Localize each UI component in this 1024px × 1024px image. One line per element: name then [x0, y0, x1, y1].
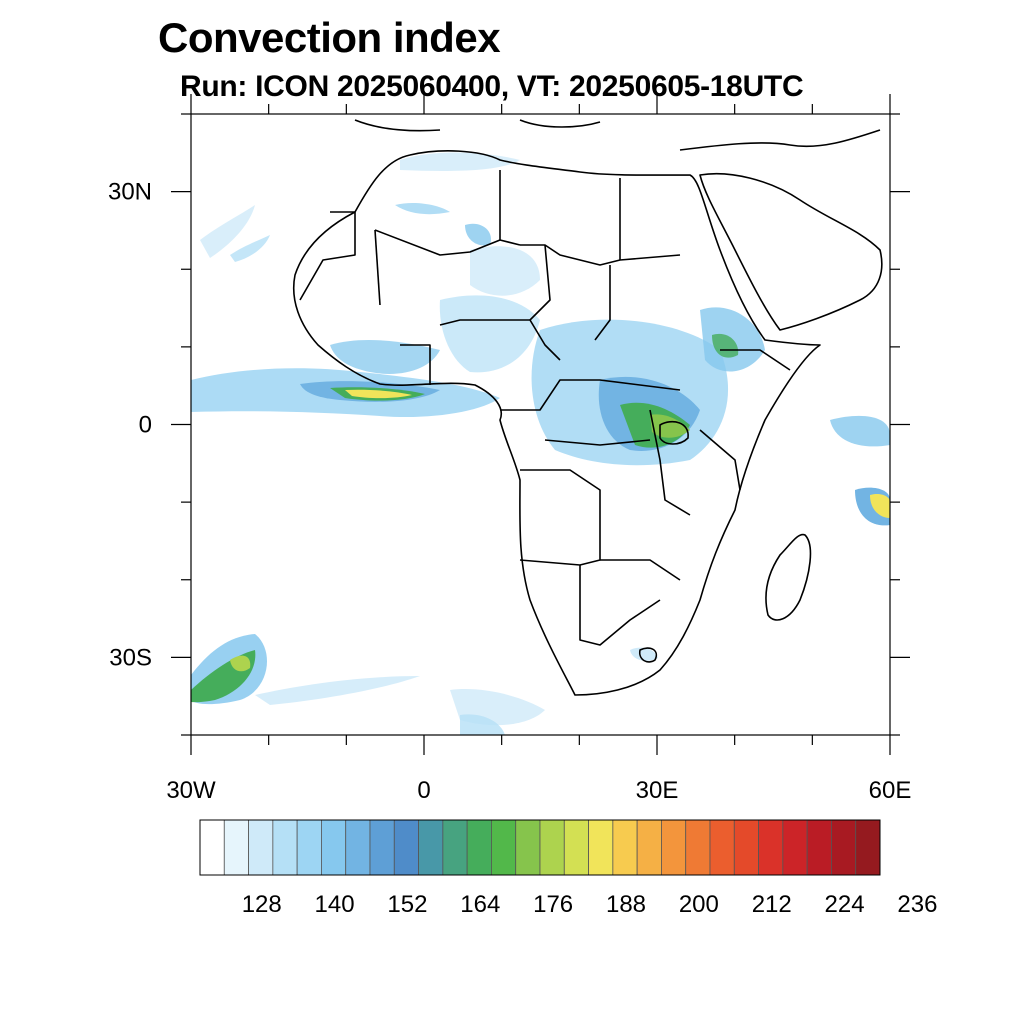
colorbar: 128 140 152 164 176 188 200 212 224 236 — [199, 819, 937, 918]
x-tick-label: 30E — [636, 777, 679, 804]
colorbar-box — [539, 819, 565, 876]
colorbar-box — [661, 819, 687, 876]
colorbar-box — [855, 819, 881, 876]
colorbar-label: 128 — [242, 891, 282, 918]
x-tick-label: 30W — [166, 777, 216, 804]
coastlines — [293, 119, 883, 696]
colorbar-label: 164 — [460, 891, 500, 918]
x-tick-label: 0 — [417, 777, 430, 804]
colorbar-box — [442, 819, 468, 876]
colorbar-label: 188 — [606, 891, 646, 918]
colorbar-frame — [199, 819, 881, 876]
colorbar-box — [782, 819, 808, 876]
x-tick-label: 60E — [869, 777, 912, 804]
colorbar-box — [223, 819, 249, 876]
map-subtitle: Run: ICON 2025060400, VT: 20250605-18UTC — [180, 70, 804, 103]
y-tick-label: 30N — [108, 179, 152, 206]
colorbar-label: 224 — [825, 891, 865, 918]
colorbar-box — [418, 819, 444, 876]
colorbar-box — [588, 819, 614, 876]
colorbar-box — [806, 819, 832, 876]
colorbar-box — [321, 819, 347, 876]
colorbar-box — [345, 819, 371, 876]
axis-ticks: 30W 0 30E 60E 30N 0 30S — [108, 94, 911, 804]
colorbar-label: 236 — [897, 891, 937, 918]
colorbar-box — [199, 819, 225, 876]
colorbar-box — [296, 819, 322, 876]
colorbar-box — [393, 819, 419, 876]
colorbar-box — [636, 819, 662, 876]
colorbar-label: 152 — [387, 891, 427, 918]
map-title: Convection index — [158, 14, 501, 61]
colorbar-box — [272, 819, 298, 876]
colorbar-box — [612, 819, 638, 876]
colorbar-box — [515, 819, 541, 876]
colorbar-box — [685, 819, 711, 876]
colorbar-label: 176 — [533, 891, 573, 918]
colorbar-box — [709, 819, 735, 876]
colorbar-box — [466, 819, 492, 876]
y-tick-label: 0 — [139, 412, 152, 439]
colorbar-box — [248, 819, 274, 876]
colorbar-box — [369, 819, 395, 876]
colorbar-box — [733, 819, 759, 876]
colorbar-label: 200 — [679, 891, 719, 918]
colorbar-label: 212 — [752, 891, 792, 918]
colorbar-box — [758, 819, 784, 876]
y-tick-label: 30S — [109, 644, 152, 671]
colorbar-box — [491, 819, 517, 876]
convection-field — [191, 152, 890, 735]
colorbar-box — [831, 819, 857, 876]
colorbar-box — [563, 819, 589, 876]
colorbar-label: 140 — [315, 891, 355, 918]
